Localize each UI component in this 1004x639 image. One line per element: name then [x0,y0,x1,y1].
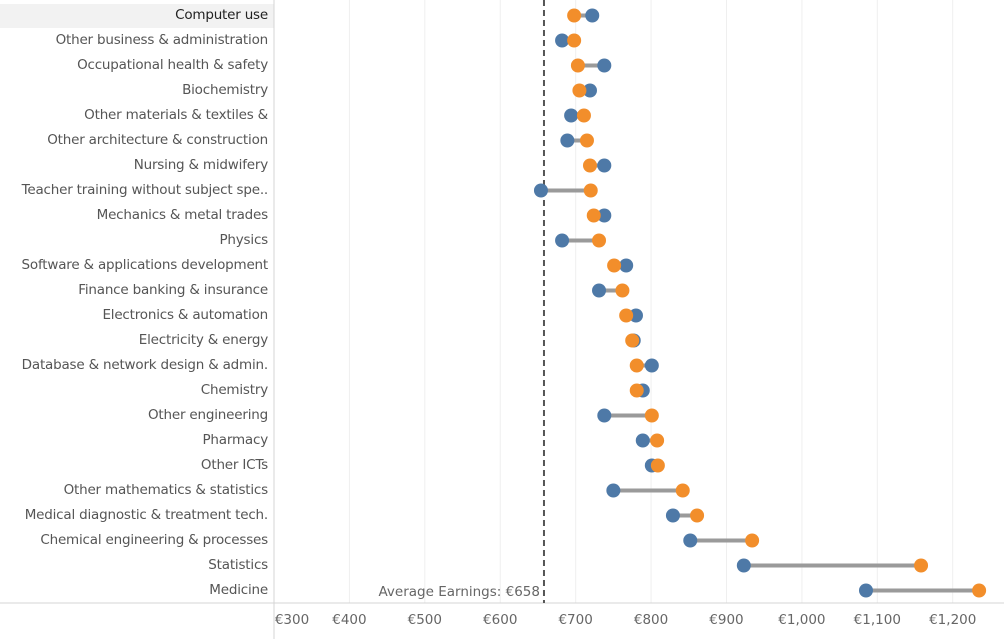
orange-dot [650,458,665,473]
blue-dot [858,583,873,598]
category-label[interactable]: Other ICTs [200,456,268,473]
orange-dot [972,583,987,598]
orange-dot [629,383,644,398]
blue-dot [619,258,634,273]
blue-dot [597,408,612,423]
x-tick-label: €1,000 [778,612,826,628]
category-label[interactable]: Finance banking & insurance [78,281,268,298]
blue-dot [628,308,643,323]
orange-dot [615,283,630,298]
blue-dot [582,83,597,98]
blue-dot [597,158,612,173]
orange-dot [572,83,587,98]
orange-dot [745,533,760,548]
orange-dot [586,208,601,223]
category-label[interactable]: Electricity & energy [138,331,268,348]
reference-line-label: Average Earnings: €658 [378,584,540,600]
orange-dot [644,408,659,423]
orange-dot [582,158,597,173]
x-tick-label: €800 [633,612,669,628]
orange-dot [570,58,585,73]
orange-dot [690,508,705,523]
x-tick-label: €500 [407,612,442,628]
category-label[interactable]: Chemistry [200,381,268,398]
category-label[interactable]: Other materials & textiles & [84,106,268,123]
orange-dot [629,358,644,373]
orange-dot [650,433,665,448]
category-label[interactable]: Occupational health & safety [77,56,268,73]
category-label[interactable]: Other mathematics & statistics [63,481,268,498]
x-tick-label: €600 [483,612,518,628]
orange-dot [567,8,582,23]
blue-dot [597,58,612,73]
category-label[interactable]: Nursing & midwifery [133,156,268,173]
orange-dot [619,308,634,323]
category-label[interactable]: Other architecture & construction [47,131,268,148]
selected-row-highlight [0,3,274,28]
orange-dot [576,108,591,123]
orange-dot [914,558,929,573]
orange-dot [675,483,690,498]
blue-dot [560,133,575,148]
orange-dot [625,333,640,348]
blue-dot [635,433,650,448]
category-label[interactable]: Electronics & automation [102,306,268,323]
blue-dot [585,8,600,23]
blue-dot [597,208,612,223]
category-label[interactable]: Medical diagnostic & treatment tech. [24,506,268,523]
x-tick-label: €300 [274,612,310,628]
category-label[interactable]: Database & network design & admin. [21,356,268,373]
orange-dot [607,258,622,273]
category-label[interactable]: Mechanics & metal trades [96,206,268,223]
blue-dot [533,183,548,198]
orange-dot [592,233,607,248]
blue-dot [665,508,680,523]
category-label[interactable]: Pharmacy [202,431,268,448]
category-label[interactable]: Other engineering [148,406,268,423]
category-label[interactable]: Statistics [208,556,268,573]
blue-dot [736,558,751,573]
blue-dot [606,483,621,498]
x-tick-label: €1,100 [853,612,901,628]
category-label[interactable]: Chemical engineering & processes [40,531,268,548]
orange-dot [579,133,594,148]
orange-dot [583,183,598,198]
orange-dot [567,33,582,48]
category-label[interactable]: Teacher training without subject spe.. [21,181,268,198]
category-label[interactable]: Other business & administration [55,31,268,48]
category-label[interactable]: Software & applications development [21,256,268,273]
category-label[interactable]: Medicine [209,581,268,598]
blue-dot [555,233,570,248]
blue-dot [592,283,607,298]
blue-dot [555,33,570,48]
blue-dot [564,108,579,123]
x-tick-label: €700 [558,612,593,628]
category-label[interactable]: Computer use [175,6,268,23]
blue-dot [683,533,698,548]
x-tick-label: €1,200 [929,612,977,628]
x-tick-label: €400 [332,612,367,628]
category-label[interactable]: Physics [219,231,268,248]
blue-dot [644,358,659,373]
category-label[interactable]: Biochemistry [182,81,268,98]
x-tick-label: €900 [709,612,744,628]
